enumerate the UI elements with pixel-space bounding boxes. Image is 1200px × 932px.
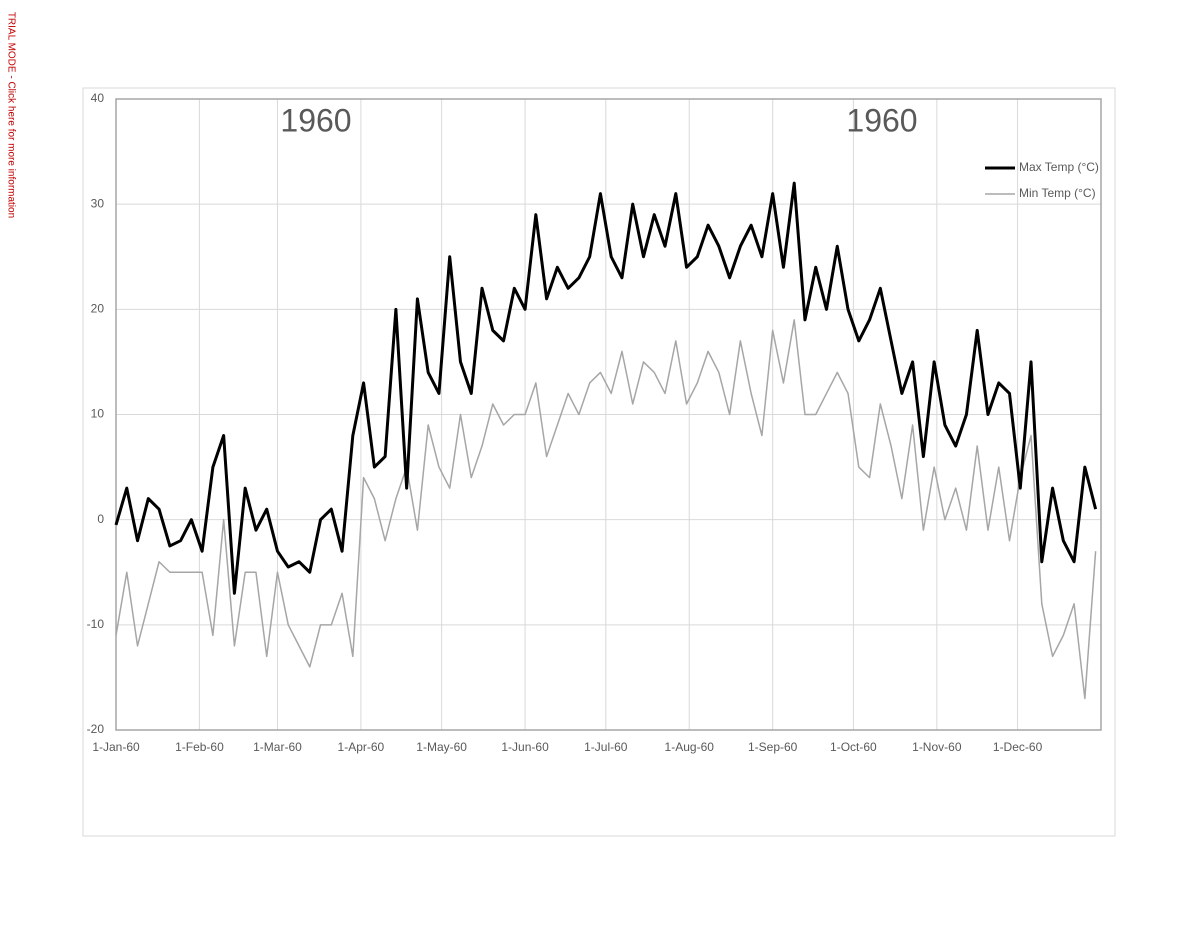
y-tick-label: 10 xyxy=(91,407,105,421)
chart-frame xyxy=(82,87,1116,837)
x-tick-label: 1-Feb-60 xyxy=(175,740,224,754)
y-tick-label: -20 xyxy=(87,722,105,736)
plot-area xyxy=(115,98,1102,731)
x-tick-label: 1-Jun-60 xyxy=(501,740,549,754)
x-tick-label: 1-Aug-60 xyxy=(665,740,715,754)
x-tick-label: 1-Apr-60 xyxy=(338,740,385,754)
x-tick-label: 1-Dec-60 xyxy=(993,740,1043,754)
legend-label: Min Temp (°C) xyxy=(1019,186,1096,200)
y-tick-label: 0 xyxy=(97,512,104,526)
annotation: 1960 xyxy=(280,102,351,138)
x-tick-label: 1-Jan-60 xyxy=(92,740,140,754)
x-tick-label: 1-Oct-60 xyxy=(830,740,877,754)
y-tick-label: 20 xyxy=(91,302,105,316)
y-tick-label: 30 xyxy=(91,196,105,210)
trial-notice[interactable]: TRIAL MODE - Click here for more informa… xyxy=(5,12,16,218)
data-line xyxy=(115,319,1097,700)
y-tick-label: -10 xyxy=(87,617,105,631)
annotation: 1960 xyxy=(846,102,917,138)
legend-label: Max Temp (°C) xyxy=(1019,160,1099,174)
data-line xyxy=(114,181,1098,595)
x-tick-label: 1-Mar-60 xyxy=(253,740,302,754)
x-tick-label: 1-Jul-60 xyxy=(584,740,628,754)
x-tick-label: 1-Nov-60 xyxy=(912,740,962,754)
y-tick-label: 40 xyxy=(91,91,105,105)
x-tick-label: 1-May-60 xyxy=(416,740,467,754)
x-tick-label: 1-Sep-60 xyxy=(748,740,798,754)
